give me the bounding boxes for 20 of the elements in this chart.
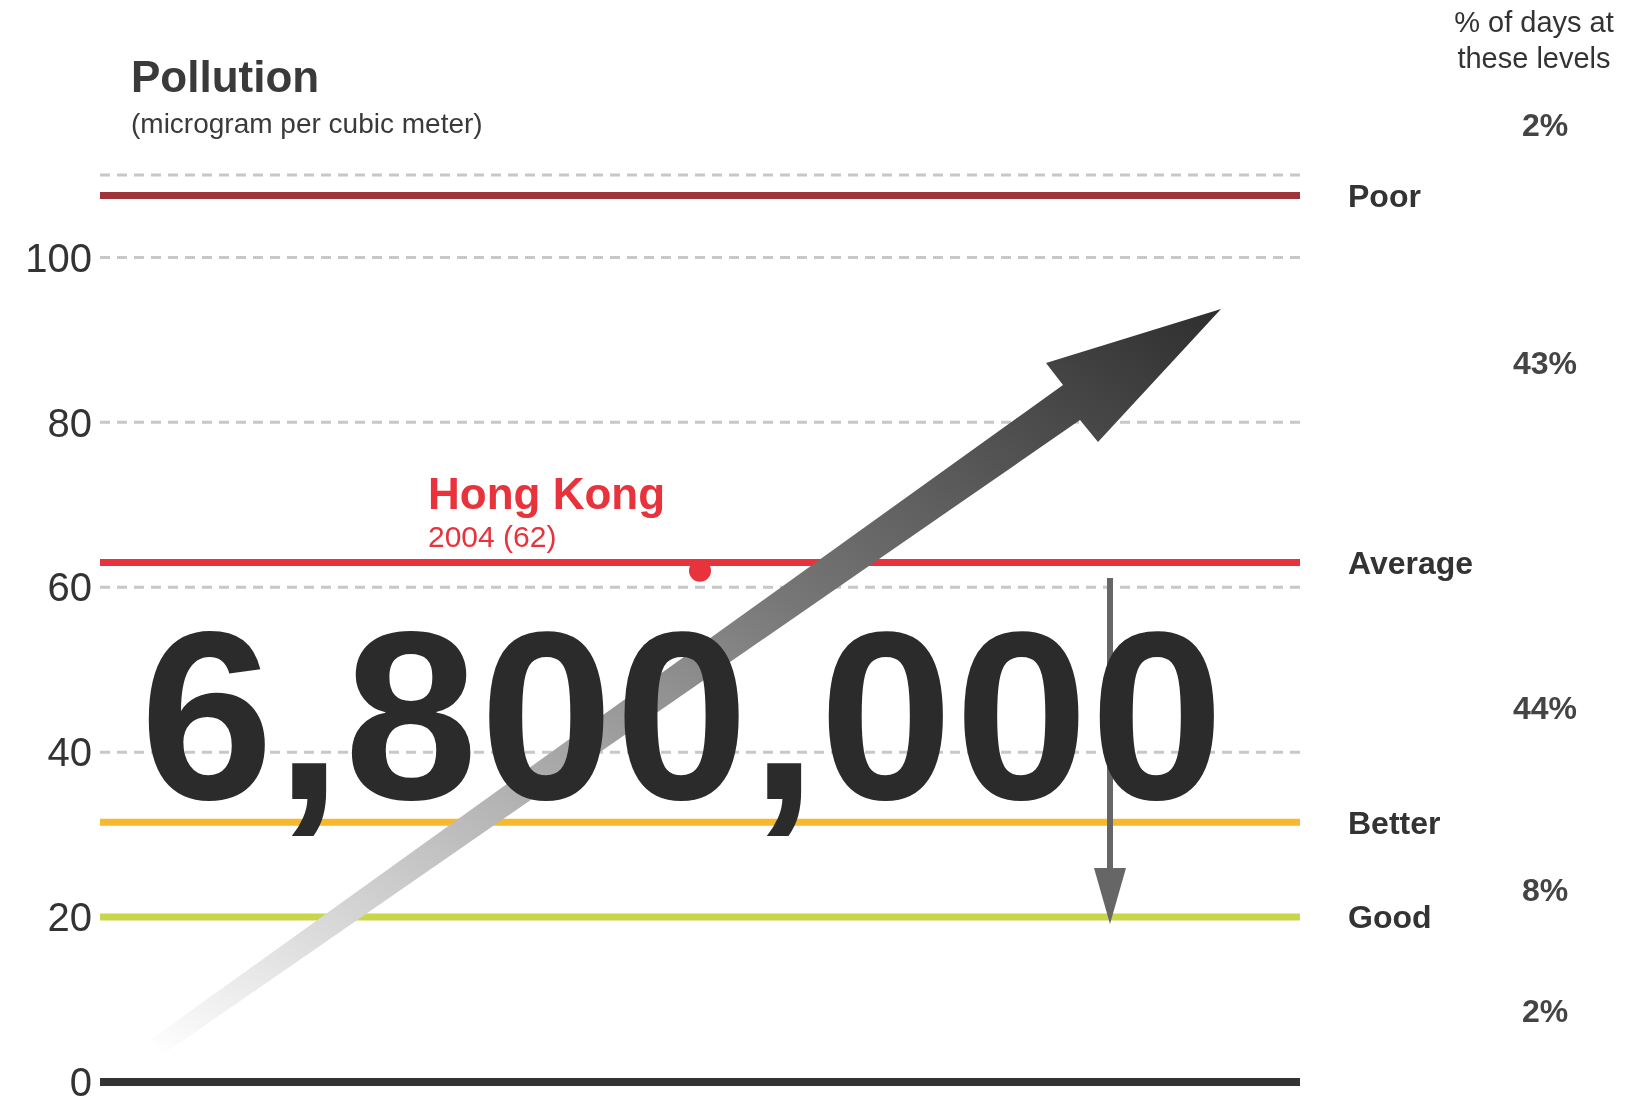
text: 44% xyxy=(1511,690,1578,727)
text: % of days at these levels xyxy=(1453,5,1615,77)
y-tick-label: 40 xyxy=(47,730,92,775)
ref-line-label: Good xyxy=(1348,899,1432,936)
text: 2% xyxy=(1520,107,1570,144)
text: 2% xyxy=(1520,993,1570,1030)
y-tick-label: 80 xyxy=(47,400,92,445)
ref-line-label: Better xyxy=(1348,804,1441,841)
y-tick-label: 0 xyxy=(69,1060,92,1105)
chart-title: Pollution xyxy=(131,52,320,102)
ref-line-label: Average xyxy=(1348,544,1474,581)
annotation: 2004 (62) xyxy=(428,519,557,553)
ref-line-label: Poor xyxy=(1348,177,1421,214)
chart-subtitle: (microgram per cubic meter) xyxy=(131,108,483,140)
text: 8% xyxy=(1520,872,1570,909)
y-tick-label: 100 xyxy=(25,235,92,280)
series-label: Hong Kong xyxy=(428,468,666,518)
y-tick-label: 20 xyxy=(47,895,92,940)
y-tick-label: 60 xyxy=(47,565,92,610)
text: 43% xyxy=(1511,345,1578,382)
